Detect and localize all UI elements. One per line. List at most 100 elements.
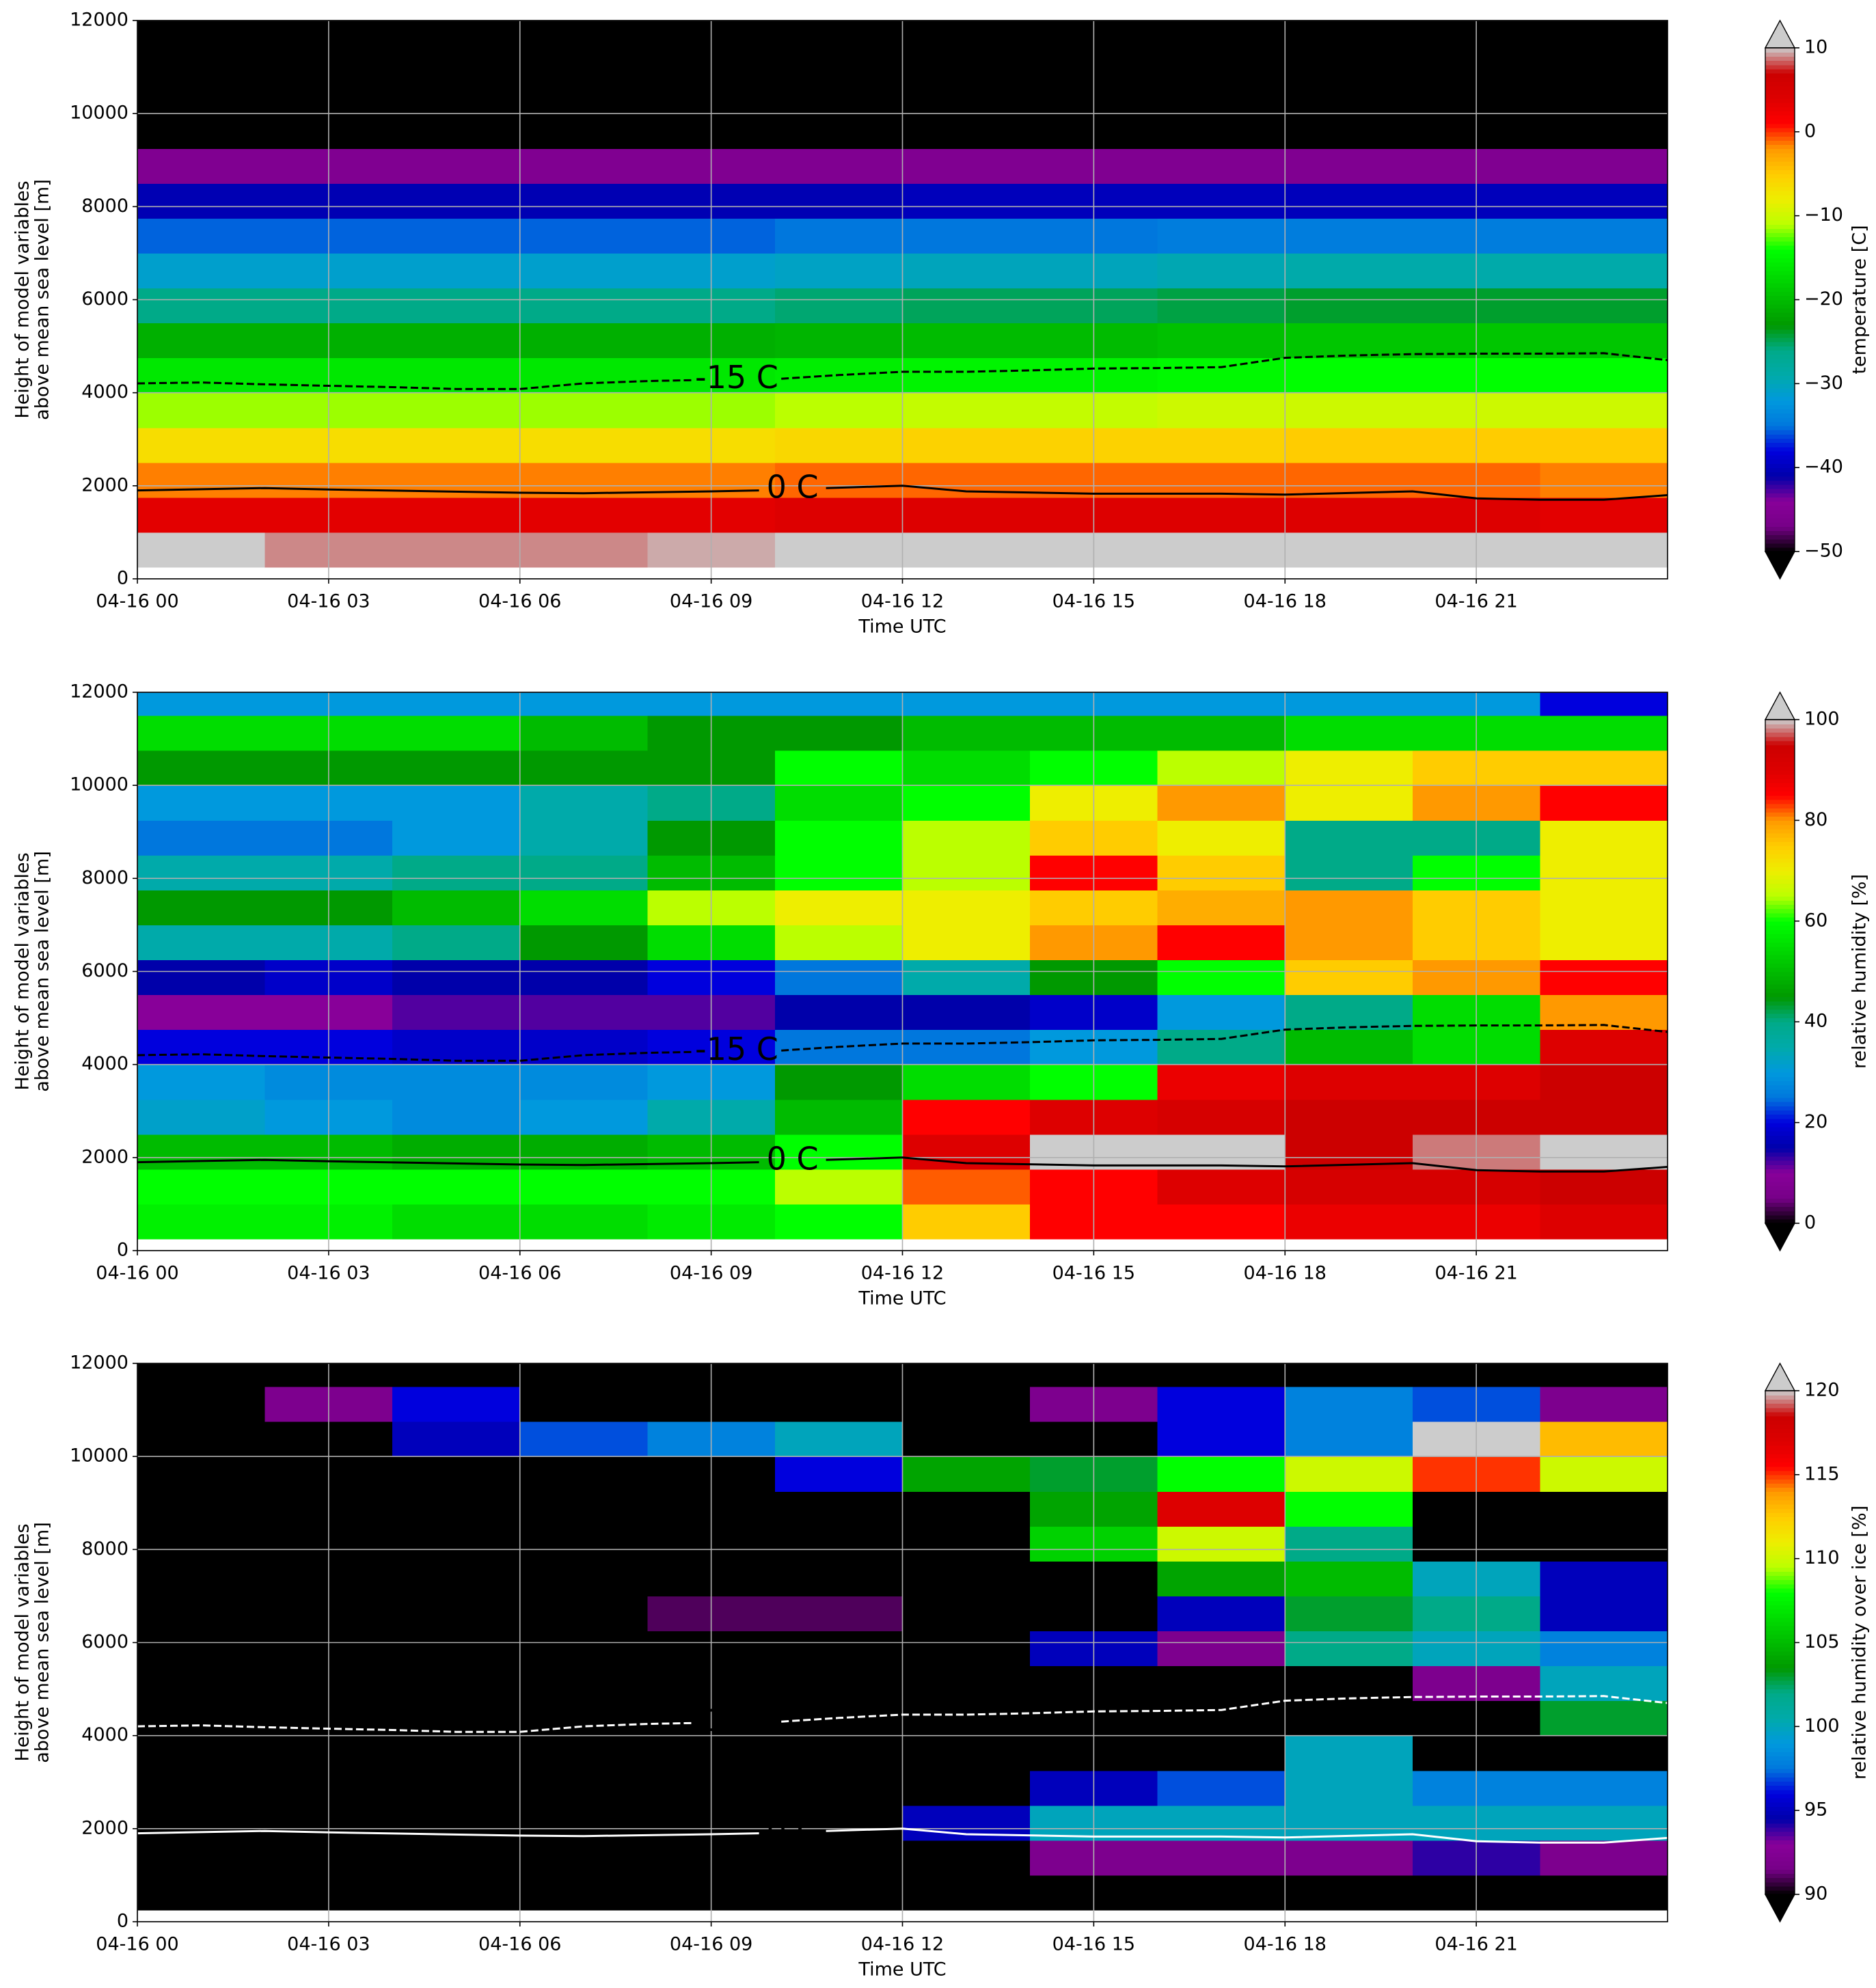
heatmap-cell (774, 323, 903, 359)
heatmap-cell (519, 1665, 648, 1702)
colorbar-segment (1765, 1764, 1795, 1769)
colorbar-segment (1765, 883, 1795, 888)
colorbar-segment (1765, 1122, 1795, 1128)
colorbar-segment (1765, 115, 1795, 120)
colorbar-segment (1765, 1454, 1795, 1459)
colorbar-segment (1765, 539, 1795, 544)
heatmap-cell (137, 218, 266, 254)
colorbar-segment (1765, 1503, 1795, 1509)
heatmap-cell (774, 21, 903, 44)
colorbar-segment (1765, 1022, 1795, 1027)
colorbar-segment (1765, 1588, 1795, 1593)
heatmap-cell (1285, 253, 1413, 289)
heatmap-cell (392, 44, 521, 79)
heatmap-cell (519, 79, 648, 114)
colorbar-segment (1765, 1089, 1795, 1094)
heatmap-cell (519, 1387, 648, 1422)
x-tick-label: 04-16 12 (861, 591, 944, 612)
colorbar-segment (1765, 207, 1795, 213)
heatmap-cell (1285, 218, 1413, 254)
heatmap-cell (1285, 716, 1413, 751)
colorbar-segment (1765, 866, 1795, 871)
heatmap-cell (902, 925, 1031, 961)
heatmap-cell (137, 79, 266, 114)
heatmap-cell (902, 148, 1031, 184)
colorbar-segment (1765, 1428, 1795, 1434)
heatmap-cell (1285, 1875, 1413, 1911)
heatmap-cell (1285, 183, 1413, 219)
heatmap-cell (1540, 183, 1668, 219)
heatmap-cell (774, 890, 903, 926)
heatmap-cell (902, 357, 1031, 394)
colorbar-segment (1765, 522, 1795, 527)
heatmap-cell (1540, 148, 1668, 184)
heatmap-cell (1285, 1029, 1413, 1065)
heatmap-cell (774, 692, 903, 716)
colorbar-segment (1765, 1575, 1795, 1581)
colorbar-segment (1765, 1537, 1795, 1542)
colorbar-segment (1765, 1877, 1795, 1883)
colorbar-segment (1765, 1097, 1795, 1102)
colorbar-segment (1765, 362, 1795, 368)
heatmap-cell (902, 890, 1031, 926)
y-tick-label: 0 (117, 568, 128, 589)
colorbar-segment (1765, 1478, 1795, 1484)
heatmap-cell (1157, 1700, 1286, 1737)
colorbar-extend-under (1764, 551, 1796, 580)
colorbar-segment (1765, 1432, 1795, 1438)
x-tick-label: 04-16 21 (1435, 591, 1517, 612)
colorbar-segment (1765, 1189, 1795, 1195)
heatmap-cell (1540, 750, 1668, 786)
heatmap-cell (1540, 1387, 1668, 1422)
heatmap-cell (392, 1665, 521, 1702)
colorbar-tick-label: −30 (1804, 372, 1843, 394)
heatmap-cell (1540, 1875, 1668, 1911)
colorbar-segment (1765, 836, 1795, 842)
colorbar (1765, 1391, 1795, 1895)
heatmap-cell (1540, 44, 1668, 79)
y-tick-label: 2000 (81, 1817, 128, 1838)
colorbar-segment (1765, 1789, 1795, 1795)
heatmap-cell (1285, 1387, 1413, 1422)
heatmap-cell (902, 1387, 1031, 1422)
heatmap-cell (392, 1561, 521, 1597)
heatmap-cell (392, 959, 521, 996)
heatmap-cell (519, 21, 648, 44)
heatmap-cell (519, 44, 648, 79)
colorbar-segment (1765, 862, 1795, 867)
heatmap-cell (1285, 1169, 1413, 1205)
heatmap-cell (1540, 497, 1668, 533)
heatmap-cell (1540, 21, 1668, 44)
colorbar-segment (1765, 1566, 1795, 1572)
colorbar-segment (1765, 467, 1795, 473)
colorbar-segment (1765, 1391, 1795, 1395)
heatmap-cell (519, 113, 648, 149)
heatmap-cell (774, 1363, 903, 1387)
heatmap-cell (902, 1099, 1031, 1135)
colorbar-segment (1765, 111, 1795, 116)
colorbar-segment (1765, 169, 1795, 175)
heatmap-cell (392, 1770, 521, 1806)
colorbar-segment (1765, 501, 1795, 506)
heatmap-cell (1157, 1875, 1286, 1911)
heatmap-cell (774, 716, 903, 751)
colorbar-segment (1765, 1038, 1795, 1044)
colorbar-segment (1765, 291, 1795, 297)
heatmap-cell (137, 427, 266, 463)
colorbar-segment (1765, 1865, 1795, 1870)
contour-label: 0 C (767, 1811, 819, 1848)
colorbar-segment (1765, 904, 1795, 910)
colorbar-segment (1765, 845, 1795, 851)
colorbar-segment (1765, 68, 1795, 74)
heatmap-cell (1157, 1029, 1286, 1065)
heatmap-cell (392, 21, 521, 44)
heatmap-cell (1285, 79, 1413, 114)
heatmap-cell (774, 820, 903, 856)
heatmap-cell (1540, 1735, 1668, 1771)
colorbar-segment (1765, 748, 1795, 754)
heatmap-cell (1540, 1421, 1668, 1457)
colorbar-segment (1765, 1730, 1795, 1736)
heatmap-cell (1157, 323, 1286, 359)
colorbar-segment (1765, 123, 1795, 128)
colorbar-segment (1765, 509, 1795, 515)
